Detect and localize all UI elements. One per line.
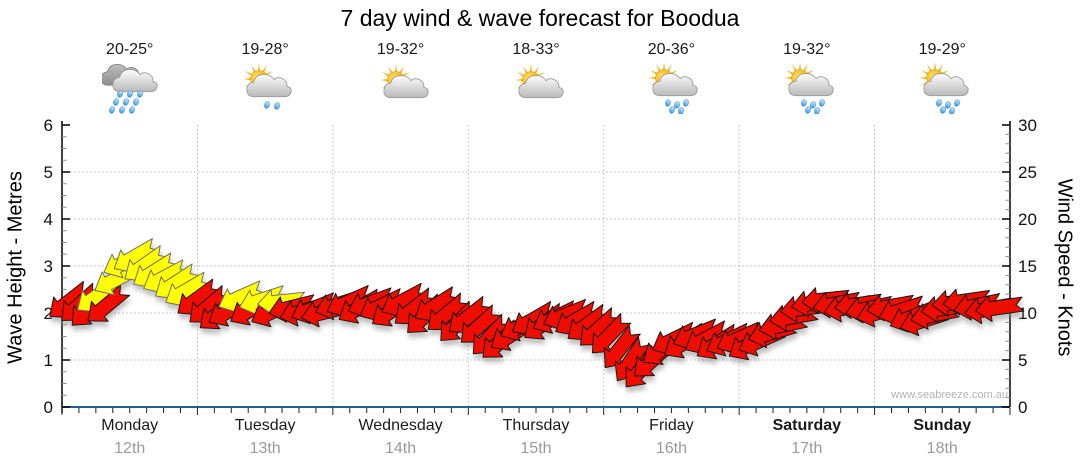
right-axis-title: Wind Speed - Knots <box>1053 178 1076 357</box>
svg-text:0: 0 <box>44 398 53 417</box>
svg-text:3: 3 <box>44 257 53 276</box>
rain-icon <box>101 63 158 114</box>
svg-text:25: 25 <box>1018 163 1037 182</box>
day-temp-range: 20-36° <box>647 41 696 58</box>
day-label: Saturday 17th <box>739 415 874 461</box>
day-date: 16th <box>655 440 687 457</box>
day-label: Sunday 18th <box>875 415 1010 461</box>
day-temp-range: 19-28° <box>241 41 289 58</box>
day-name: Tuesday <box>234 417 296 434</box>
day-name: Sunday <box>913 417 972 434</box>
day-date: 12th <box>114 440 146 457</box>
day-temp-range: 19-32° <box>783 41 831 58</box>
day-date: 17th <box>791 440 823 457</box>
day-date: 13th <box>249 440 281 457</box>
day-name: Saturday <box>772 417 842 434</box>
watermark: www.seabreeze.com.au <box>891 389 1008 401</box>
day-label: Monday 12th <box>62 415 197 461</box>
sun-cloud-icon <box>514 64 564 99</box>
day-temp-range: 18-33° <box>512 41 560 58</box>
svg-text:5: 5 <box>1018 351 1027 370</box>
day-name: Monday <box>101 417 159 434</box>
sun-cloud-showers-icon <box>919 62 969 114</box>
day-label: Wednesday 14th <box>333 415 468 461</box>
day-temp-range: 20-25° <box>106 41 154 58</box>
svg-text:0: 0 <box>1018 398 1027 417</box>
svg-text:6: 6 <box>44 116 53 135</box>
day-date: 15th <box>520 440 552 457</box>
day-labels-row: Monday 12th Tuesday 13th Wednesday 14th … <box>62 415 1010 461</box>
day-label: Tuesday 13th <box>197 415 332 461</box>
temperature-row: 20-25° 19-28° 19-32° 18-33° 20-36° 19-32… <box>62 41 1010 59</box>
page-title: 7 day wind & wave forecast for Boodua <box>340 5 740 31</box>
day-label: Thursday 15th <box>468 415 603 461</box>
svg-text:30: 30 <box>1018 116 1037 135</box>
svg-text:4: 4 <box>44 210 53 229</box>
day-label: Friday 16th <box>604 415 739 461</box>
day-name: Wednesday <box>358 417 443 434</box>
weather-icons-row <box>62 62 1010 114</box>
left-axis-title: Wave Height - Metres <box>4 171 27 364</box>
svg-text:15: 15 <box>1018 257 1037 276</box>
svg-text:5: 5 <box>44 163 53 182</box>
wind-arrow-series <box>49 238 1025 388</box>
sun-cloud-icon <box>379 64 429 99</box>
day-name: Thursday <box>502 417 570 434</box>
sun-cloud-showers-icon <box>783 62 834 114</box>
svg-text:10: 10 <box>1018 304 1037 323</box>
day-name: Friday <box>649 417 694 434</box>
day-date: 14th <box>384 440 417 457</box>
sun-cloud-drizzle-icon <box>243 63 292 110</box>
day-temp-range: 19-29° <box>918 41 966 58</box>
svg-text:1: 1 <box>44 351 53 370</box>
svg-text:20: 20 <box>1018 210 1037 229</box>
svg-text:2: 2 <box>44 304 53 323</box>
sun-cloud-showers-icon <box>648 62 699 114</box>
day-date: 18th <box>926 440 958 457</box>
day-temp-range: 19-32° <box>376 41 425 58</box>
